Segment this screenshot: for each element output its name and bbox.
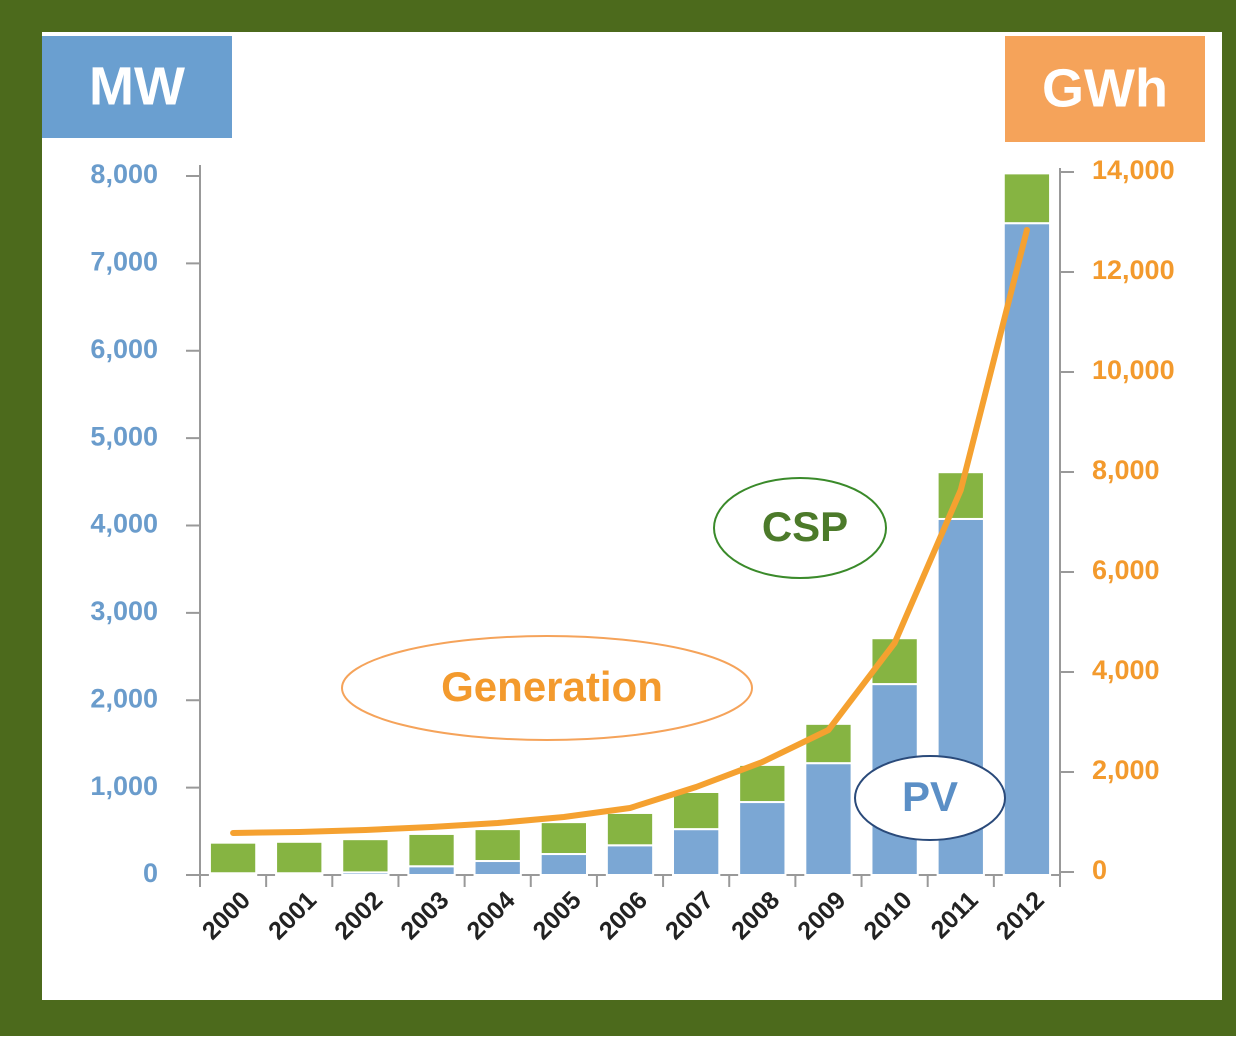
y-unit-label: MW	[89, 56, 185, 116]
y2-tick-label: 12,000	[1092, 255, 1175, 285]
bar-segment	[738, 801, 787, 876]
bar-segment	[208, 841, 258, 875]
y-tick-label: 0	[143, 858, 158, 888]
plot: 0 1,000 2,000 3,000 4,000 5,000 6,000 7,000 8,00…	[90, 155, 1174, 945]
y-tick-label: 3,000	[90, 596, 158, 626]
bar-segment	[1002, 172, 1052, 225]
y-tick-label: 6,000	[90, 334, 158, 364]
bar-segment	[605, 844, 655, 876]
bar-segment	[804, 762, 853, 876]
bar-segment	[407, 832, 456, 868]
y2-tick-label: 2,000	[1092, 755, 1160, 785]
y2-unit-box	[1005, 36, 1205, 142]
bar-segment	[341, 838, 390, 874]
y-tick-label: 8,000	[90, 159, 158, 189]
y2-unit-label: GWh	[1042, 58, 1168, 118]
bar-segment	[275, 840, 324, 875]
bar-segment	[473, 860, 522, 877]
y-tick-label: 4,000	[90, 509, 158, 539]
y2-tick-label: 6,000	[1092, 555, 1160, 585]
bar-segment	[672, 828, 721, 876]
bar-segment	[539, 821, 589, 856]
annotation-bubble	[713, 477, 887, 579]
bar-segment	[539, 853, 589, 877]
y-tick-label: 5,000	[90, 421, 158, 451]
y-unit-box	[42, 36, 232, 138]
bar-segment	[605, 811, 655, 847]
annotation: CSP	[762, 503, 848, 550]
annotation-bubble	[341, 635, 753, 741]
bar-segment	[473, 828, 522, 863]
bar-segment	[1002, 222, 1052, 876]
annotation-bubble	[854, 755, 1006, 841]
bar-segment	[672, 790, 721, 831]
y-tick-label: 1,000	[90, 771, 158, 801]
y-tick-label: 7,000	[90, 247, 158, 277]
annotation: PV	[902, 773, 958, 820]
y2-tick-label: 14,000	[1092, 155, 1175, 185]
y2-tick-label: 0	[1092, 855, 1107, 885]
bar-segment	[407, 865, 456, 877]
y2-tick-label: 8,000	[1092, 455, 1160, 485]
annotation: Generation	[441, 663, 663, 710]
y-tick-label: 2,000	[90, 683, 158, 713]
y2-tick-label: 10,000	[1092, 355, 1175, 385]
line	[230, 227, 1030, 836]
y2-tick-label: 4,000	[1092, 655, 1160, 685]
